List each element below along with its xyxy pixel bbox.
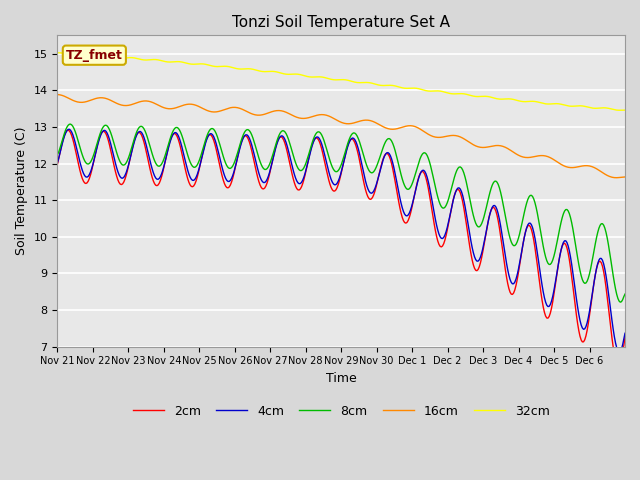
4cm bbox=[294, 180, 302, 186]
Line: 2cm: 2cm bbox=[58, 130, 625, 366]
Line: 4cm: 4cm bbox=[58, 129, 625, 352]
8cm bbox=[621, 291, 629, 297]
4cm bbox=[54, 160, 61, 166]
2cm bbox=[621, 334, 629, 340]
8cm bbox=[231, 157, 239, 163]
Line: 8cm: 8cm bbox=[58, 124, 625, 302]
8cm bbox=[67, 121, 74, 127]
16cm bbox=[398, 124, 406, 130]
2cm bbox=[399, 217, 407, 223]
2cm bbox=[64, 127, 72, 133]
4cm bbox=[621, 330, 629, 336]
8cm bbox=[472, 220, 479, 226]
2cm bbox=[570, 293, 578, 299]
32cm bbox=[621, 107, 629, 113]
16cm bbox=[371, 120, 379, 125]
32cm bbox=[230, 65, 238, 71]
4cm bbox=[372, 182, 380, 188]
Text: TZ_fmet: TZ_fmet bbox=[66, 48, 123, 62]
4cm bbox=[399, 208, 407, 214]
16cm bbox=[470, 143, 478, 148]
4cm bbox=[570, 278, 578, 284]
Y-axis label: Soil Temperature (C): Soil Temperature (C) bbox=[15, 127, 28, 255]
Legend: 2cm, 4cm, 8cm, 16cm, 32cm: 2cm, 4cm, 8cm, 16cm, 32cm bbox=[127, 400, 555, 423]
2cm bbox=[372, 184, 380, 190]
16cm bbox=[613, 175, 621, 180]
32cm bbox=[616, 108, 624, 113]
4cm bbox=[65, 126, 73, 132]
Line: 32cm: 32cm bbox=[58, 53, 625, 110]
32cm bbox=[470, 94, 478, 99]
Line: 16cm: 16cm bbox=[58, 95, 625, 178]
16cm bbox=[54, 92, 61, 97]
8cm bbox=[570, 233, 578, 239]
4cm bbox=[615, 349, 623, 355]
8cm bbox=[54, 152, 61, 157]
16cm bbox=[569, 165, 577, 170]
32cm bbox=[54, 50, 61, 56]
Title: Tonzi Soil Temperature Set A: Tonzi Soil Temperature Set A bbox=[232, 15, 450, 30]
32cm bbox=[371, 81, 379, 87]
4cm bbox=[231, 165, 239, 170]
16cm bbox=[293, 114, 301, 120]
X-axis label: Time: Time bbox=[326, 372, 356, 385]
2cm bbox=[472, 267, 479, 273]
8cm bbox=[294, 165, 302, 171]
32cm bbox=[398, 85, 406, 91]
32cm bbox=[569, 103, 577, 109]
8cm bbox=[372, 165, 380, 170]
2cm bbox=[54, 161, 61, 167]
32cm bbox=[293, 71, 301, 77]
8cm bbox=[616, 299, 624, 305]
2cm bbox=[294, 187, 302, 193]
2cm bbox=[614, 363, 621, 369]
2cm bbox=[231, 165, 239, 171]
4cm bbox=[472, 257, 479, 263]
16cm bbox=[621, 174, 629, 180]
16cm bbox=[230, 105, 238, 110]
8cm bbox=[399, 180, 407, 185]
